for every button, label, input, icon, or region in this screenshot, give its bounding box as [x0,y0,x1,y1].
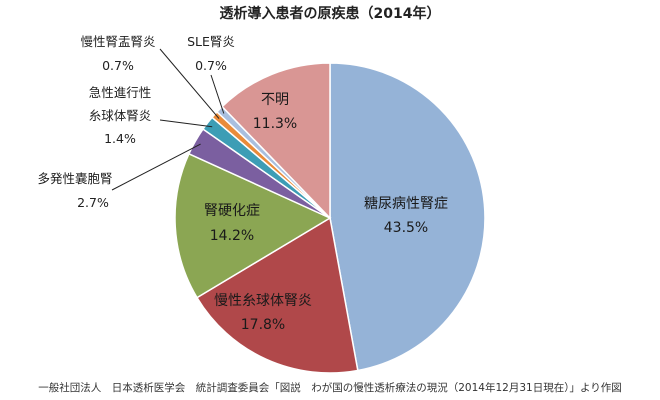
slice-label: 多発性嚢胞腎 [37,171,112,186]
slice-value-label: 2.7% [77,195,109,210]
source-note: 一般社団法人 日本透析医学会 統計調査委員会「図説 わが国の慢性透析療法の現況（… [38,381,621,394]
pie-slice [174,152,332,299]
slice-labels: 糖尿病性腎症 43.5% 慢性糸球体腎炎 17.8% 腎硬化症 14.2% 多発性嚢胞腎 2.… [37,34,448,333]
slice-value-label: 14.2% [210,228,254,244]
leader-lines [111,48,225,191]
slice-value-label: 0.7% [102,58,134,73]
slice-value-label: 11.3% [253,116,297,132]
slice-label: 腎硬化症 [204,203,260,219]
slice-label: 糖尿病性腎症 [364,196,448,212]
slice-label: 急性進行性 [89,85,152,100]
pie-slices [174,62,486,374]
slice-value-label: 17.8% [241,317,285,333]
pie-slice [329,62,486,372]
leader-line [159,48,220,119]
slice-label: 不明 [261,92,289,108]
slice-value-label: 0.7% [195,58,227,73]
chart-title: 透析導入患者の原疾患（2014年） [220,5,441,22]
leader-line [210,74,225,114]
leader-line [111,143,201,191]
pie-slice [221,62,331,220]
slice-value-label: 43.5% [384,220,428,236]
slice-label: SLE腎炎 [187,34,235,49]
leader-line [159,119,213,128]
slice-label: 慢性腎盂腎炎 [80,34,155,49]
slice-label: 慢性糸球体腎炎 [214,292,312,309]
slice-label: 糸球体腎炎 [89,108,152,123]
pie-slice [195,216,359,374]
slice-value-label: 1.4% [104,131,136,146]
